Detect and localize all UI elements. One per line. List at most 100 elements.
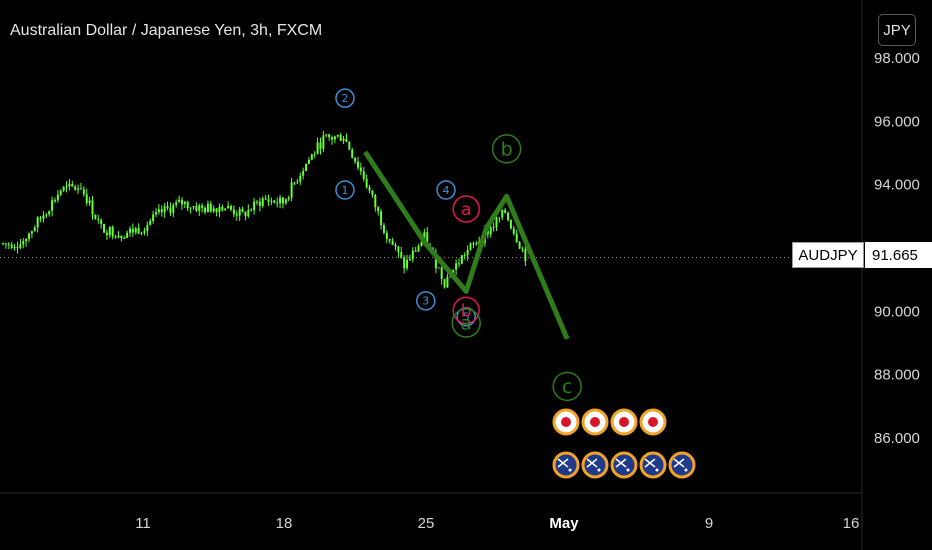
wave-label: 5 <box>463 311 470 324</box>
candle-body <box>157 209 160 213</box>
candle-body <box>129 228 132 233</box>
candle-body <box>388 238 391 241</box>
candle-body <box>509 220 512 229</box>
candle-body <box>270 200 273 202</box>
wave-label: c <box>562 376 572 398</box>
candle-body <box>486 230 489 235</box>
wave-label-circle <box>416 291 436 311</box>
candle-body <box>258 201 261 206</box>
candle-body <box>53 200 56 202</box>
candle-body <box>126 232 129 239</box>
price-tick-label: 96.000 <box>874 113 920 130</box>
candle-body <box>255 201 258 203</box>
candle-body <box>336 134 339 137</box>
candle-body <box>204 207 207 213</box>
candle-body <box>183 201 186 205</box>
candle-body <box>385 232 388 239</box>
candles-layer <box>2 131 527 289</box>
candle-body <box>463 255 466 257</box>
au-flag-star <box>626 468 630 472</box>
candle-body <box>333 136 336 140</box>
jp-flag-dot <box>590 417 600 427</box>
elliott-wave-path <box>363 150 570 340</box>
candle-body <box>218 206 221 212</box>
candle-body <box>518 241 521 249</box>
wave-label-circle <box>436 180 456 200</box>
candle-body <box>455 263 458 270</box>
candle-body <box>440 267 443 280</box>
wave-label: 1 <box>342 184 349 197</box>
candle-body <box>146 224 149 231</box>
wave-label-circle <box>335 88 355 108</box>
candle-body <box>2 243 5 245</box>
candle-body <box>186 201 189 209</box>
candle-body <box>85 194 88 204</box>
currency-button[interactable]: JPY <box>878 14 916 46</box>
wave-label-circle <box>491 134 522 164</box>
candle-body <box>169 207 172 213</box>
candle-body <box>316 142 319 154</box>
wave-label: b <box>501 138 513 160</box>
candle-body <box>209 203 212 212</box>
candle-body <box>411 250 414 260</box>
candle-body <box>79 188 82 190</box>
candle-body <box>7 243 10 245</box>
candle-body <box>198 205 201 211</box>
time-tick-label: May <box>549 515 579 532</box>
candle-body <box>10 244 13 248</box>
jp-flag-dot <box>648 417 658 427</box>
candle-body <box>293 182 296 184</box>
candle-body <box>154 212 157 215</box>
candle-body <box>299 175 302 182</box>
candle-body <box>48 210 51 215</box>
candle-body <box>354 157 357 162</box>
candle-body <box>305 163 308 171</box>
wave-label: b <box>461 301 472 321</box>
candle-body <box>247 209 250 217</box>
candle-body <box>325 134 328 136</box>
time-scale[interactable]: 11 18 25 May 9 16 <box>135 515 859 532</box>
candle-body <box>466 249 469 256</box>
candle-body <box>276 202 279 204</box>
price-tick-label: 90.000 <box>874 303 920 320</box>
au-flag-star <box>655 468 659 472</box>
candle-body <box>365 178 368 188</box>
candle-body <box>267 199 270 202</box>
au-flag-star <box>568 468 572 472</box>
candle-body <box>82 189 85 195</box>
candle-body <box>374 195 377 208</box>
wave-label-circle <box>335 180 355 200</box>
candle-body <box>457 263 460 265</box>
candle-body <box>475 243 478 245</box>
candle-body <box>331 137 334 140</box>
au-flag-cross <box>644 458 656 468</box>
candle-body <box>307 159 310 164</box>
candle-body <box>68 183 71 187</box>
candle-body <box>524 249 527 262</box>
candle-body <box>345 138 348 142</box>
candle-body <box>108 226 111 236</box>
time-tick-label: 18 <box>276 515 293 532</box>
candle-body <box>137 228 140 234</box>
candle-body <box>348 141 351 150</box>
candle-body <box>408 259 411 261</box>
au-flag-cross <box>557 458 569 468</box>
candle-body <box>521 248 524 250</box>
price-tick-label: 98.000 <box>874 50 920 67</box>
time-tick-label: 25 <box>418 515 435 532</box>
economic-events-layer[interactable] <box>552 408 696 479</box>
candle-body <box>56 194 59 201</box>
candle-body <box>403 257 406 269</box>
candle-body <box>328 134 331 138</box>
chart-title: Australian Dollar / Japanese Yen, 3h, FX… <box>10 22 323 39</box>
candle-body <box>195 206 198 211</box>
candle-body <box>62 186 65 191</box>
candle-body <box>380 211 383 226</box>
candle-body <box>166 206 169 208</box>
au-flag-cross <box>673 458 685 468</box>
candle-body <box>495 217 498 228</box>
candle-body <box>149 220 152 225</box>
candle-body <box>287 197 290 200</box>
time-tick-label: 16 <box>843 515 860 532</box>
